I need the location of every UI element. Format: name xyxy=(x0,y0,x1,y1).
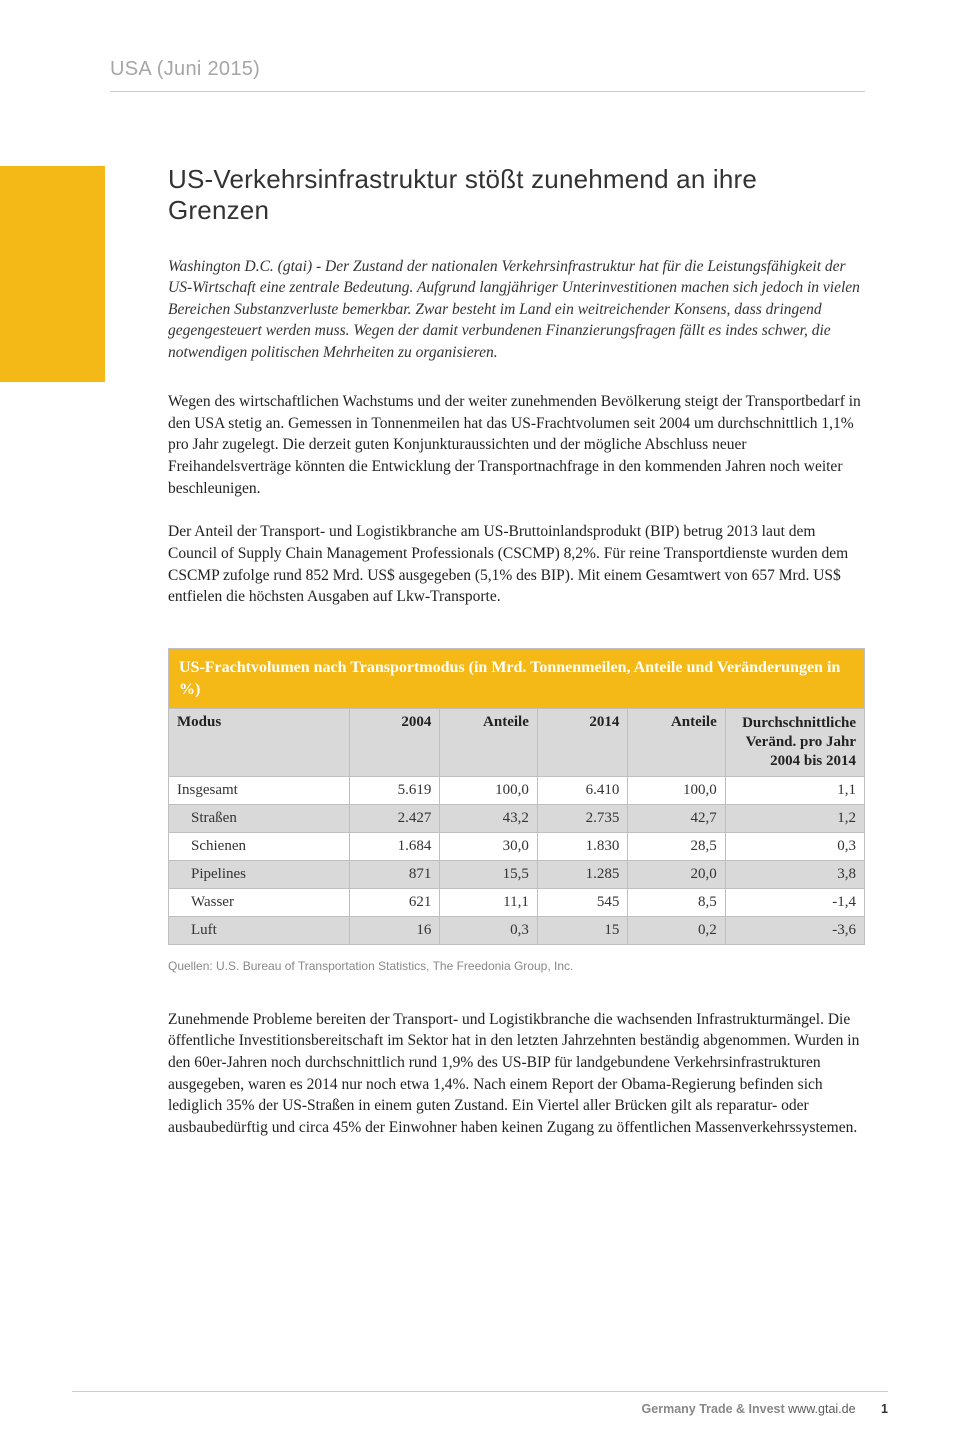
cell-value: 28,5 xyxy=(628,832,725,860)
cell-label: Schienen xyxy=(169,832,350,860)
page-footer: Germany Trade & Invest www.gtai.de 1 xyxy=(642,1402,888,1416)
table-row: Insgesamt5.619100,06.410100,01,1 xyxy=(169,776,865,804)
cell-value: 3,8 xyxy=(725,860,864,888)
cell-value: 0,3 xyxy=(440,916,537,944)
page-header: USA (Juni 2015) xyxy=(0,0,960,92)
cell-label: Wasser xyxy=(169,888,350,916)
cell-label: Insgesamt xyxy=(169,776,350,804)
table-row: Luft160,3150,2-3,6 xyxy=(169,916,865,944)
cell-value: 11,1 xyxy=(440,888,537,916)
table-title-row: US-Frachtvolumen nach Transportmodus (in… xyxy=(169,649,865,709)
cell-value: 871 xyxy=(349,860,439,888)
col-header: Anteile xyxy=(440,709,537,776)
article-paragraph: Zunehmende Probleme bereiten der Transpo… xyxy=(168,1009,865,1139)
article-paragraph: Der Anteil der Transport- und Logistikbr… xyxy=(168,521,865,608)
article-content: US-Verkehrsinfrastruktur stößt zunehmend… xyxy=(0,164,960,1139)
cell-value: 15,5 xyxy=(440,860,537,888)
freight-table: US-Frachtvolumen nach Transportmodus (in… xyxy=(168,648,865,944)
cell-value: 43,2 xyxy=(440,804,537,832)
footer-brand: Germany Trade & Invest xyxy=(642,1402,785,1416)
cell-value: 0,2 xyxy=(628,916,725,944)
accent-sidebar-block xyxy=(0,166,105,382)
cell-value: 20,0 xyxy=(628,860,725,888)
cell-value: 1.684 xyxy=(349,832,439,860)
cell-value: -1,4 xyxy=(725,888,864,916)
cell-value: 545 xyxy=(537,888,627,916)
cell-value: 6.410 xyxy=(537,776,627,804)
cell-value: 100,0 xyxy=(440,776,537,804)
cell-value: 100,0 xyxy=(628,776,725,804)
cell-value: 1.830 xyxy=(537,832,627,860)
col-header: 2014 xyxy=(537,709,627,776)
table-sources: Quellen: U.S. Bureau of Transportation S… xyxy=(168,959,865,973)
table-row: Schienen1.68430,01.83028,50,3 xyxy=(169,832,865,860)
cell-value: -3,6 xyxy=(725,916,864,944)
col-header: 2004 xyxy=(349,709,439,776)
footer-rule xyxy=(72,1391,888,1392)
cell-value: 1,2 xyxy=(725,804,864,832)
data-table: US-Frachtvolumen nach Transportmodus (in… xyxy=(168,648,865,944)
cell-value: 5.619 xyxy=(349,776,439,804)
header-rule xyxy=(110,91,865,92)
col-header: Durchschnittliche Veränd. pro Jahr 2004 … xyxy=(725,709,864,776)
cell-value: 2.427 xyxy=(349,804,439,832)
col-header: Modus xyxy=(169,709,350,776)
footer-page-number: 1 xyxy=(881,1402,888,1416)
cell-value: 42,7 xyxy=(628,804,725,832)
table-row: Wasser62111,15458,5-1,4 xyxy=(169,888,865,916)
cell-label: Pipelines xyxy=(169,860,350,888)
table-title: US-Frachtvolumen nach Transportmodus (in… xyxy=(169,649,865,709)
article-lead: Washington D.C. (gtai) - Der Zustand der… xyxy=(168,256,865,363)
article-title: US-Verkehrsinfrastruktur stößt zunehmend… xyxy=(168,164,865,226)
cell-value: 2.735 xyxy=(537,804,627,832)
cell-value: 0,3 xyxy=(725,832,864,860)
cell-label: Straßen xyxy=(169,804,350,832)
footer-url: www.gtai.de xyxy=(788,1402,855,1416)
table-row: Straßen2.42743,22.73542,71,2 xyxy=(169,804,865,832)
table-row: Pipelines87115,51.28520,03,8 xyxy=(169,860,865,888)
col-header: Anteile xyxy=(628,709,725,776)
cell-value: 1,1 xyxy=(725,776,864,804)
cell-value: 16 xyxy=(349,916,439,944)
table-header-row: Modus 2004 Anteile 2014 Anteile Durchsch… xyxy=(169,709,865,776)
cell-value: 8,5 xyxy=(628,888,725,916)
cell-value: 30,0 xyxy=(440,832,537,860)
cell-value: 15 xyxy=(537,916,627,944)
cell-value: 621 xyxy=(349,888,439,916)
article-paragraph: Wegen des wirtschaftlichen Wachstums und… xyxy=(168,391,865,499)
cell-label: Luft xyxy=(169,916,350,944)
cell-value: 1.285 xyxy=(537,860,627,888)
header-label: USA (Juni 2015) xyxy=(110,58,865,81)
